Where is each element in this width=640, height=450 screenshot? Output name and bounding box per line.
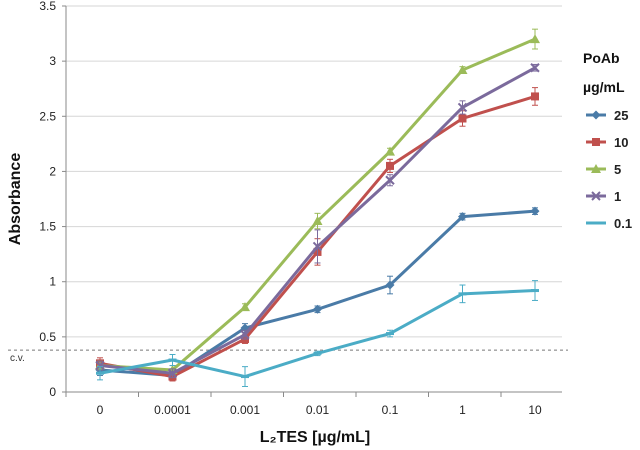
series-5 (95, 28, 540, 375)
data-point-10-5 (458, 114, 467, 123)
y-tick-label-2.5: 2.5 (39, 109, 56, 123)
legend-marker-5 (591, 164, 601, 173)
series-0.1 (96, 280, 539, 387)
data-point-1-1 (167, 368, 178, 378)
legend-item-5: 5 (586, 162, 621, 177)
legend-item-10: 10 (586, 135, 628, 150)
y-axis-title: Absorbance (7, 153, 24, 246)
series-1 (95, 63, 540, 379)
data-point-25-3 (313, 304, 322, 314)
y-tick-label-2: 2 (49, 164, 56, 178)
legend-label-1: 1 (614, 189, 621, 204)
data-point-5-3 (312, 216, 323, 226)
legend-label-10: 10 (614, 135, 628, 150)
data-point-10-6 (531, 92, 539, 101)
legend-label-5: 5 (614, 162, 621, 177)
x-tick-label-0.0001: 0.0001 (154, 403, 191, 417)
data-point-25-6 (530, 206, 540, 216)
legend-subtitle: µg/mL (583, 79, 625, 95)
x-tick-label-0.1: 0.1 (382, 403, 399, 417)
x-tick-label-10: 10 (528, 403, 542, 417)
series-line-5 (99, 37, 536, 372)
legend-item-1: 1 (586, 189, 621, 204)
series-line-0.1 (99, 289, 536, 379)
y-tick-label-1.5: 1.5 (39, 220, 56, 234)
data-point-10-4 (386, 161, 394, 170)
data-point-5-4 (385, 146, 395, 156)
legend-label-0.1: 0.1 (614, 216, 632, 231)
legend-item-0.1: 0.1 (586, 216, 632, 231)
y-tick-label-1: 1 (49, 275, 56, 289)
data-point-25-5 (458, 212, 467, 222)
data-point-1-0 (95, 360, 105, 371)
x-axis-title: L₂TES [µg/mL] (260, 429, 371, 446)
y-tick-label-3: 3 (49, 54, 56, 68)
legend-title: PoAb (583, 50, 620, 66)
data-point-5-6 (530, 34, 540, 44)
legend-marker-1 (591, 191, 601, 201)
data-point-5-5 (457, 64, 468, 74)
x-tick-label-0.001: 0.001 (230, 403, 260, 417)
data-point-1-4 (385, 175, 395, 185)
data-point-1-6 (530, 63, 540, 73)
y-tick-label-0.5: 0.5 (39, 330, 56, 344)
data-point-5-2 (240, 302, 250, 312)
cutoff-label: c.v. (10, 353, 25, 364)
legend-marker-10 (592, 138, 600, 146)
data-point-1-5 (457, 102, 468, 113)
data-point-1-2 (240, 329, 250, 340)
legend: PoAb µg/mL 25 10 5 1 0.1 (583, 50, 632, 231)
y-tick-label-3.5: 3.5 (39, 0, 56, 13)
legend-item-25: 25 (586, 108, 628, 123)
y-tick-label-0: 0 (49, 385, 56, 399)
data-point-25-4 (385, 280, 395, 290)
data-point-1-3 (312, 241, 323, 252)
x-tick-label-0.01: 0.01 (306, 403, 330, 417)
x-tick-label-0: 0 (97, 403, 104, 417)
x-tick-label-1: 1 (459, 403, 466, 417)
legend-label-25: 25 (614, 108, 628, 123)
legend-marker-25 (591, 110, 601, 120)
